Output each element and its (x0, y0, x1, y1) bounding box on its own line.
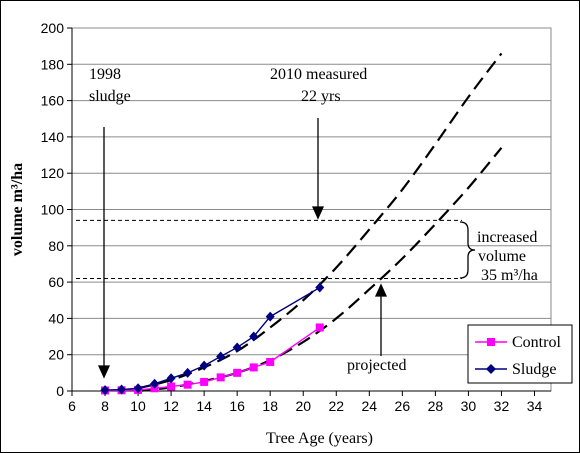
x-tick-label: 32 (494, 398, 510, 414)
data-series (100, 282, 325, 396)
legend-marker-square (487, 338, 495, 346)
legend-label-sludge: Sludge (512, 361, 556, 378)
annotation-sludge-1998: 1998 sludge (89, 66, 131, 105)
legend-box (467, 324, 573, 384)
y-tick-label: 200 (41, 20, 65, 36)
data-point-diamond (249, 331, 259, 342)
annotation-measured-label: 2010 measured (270, 66, 367, 83)
annotation-increased-volume: increased volume 35 m³/ha (477, 229, 538, 284)
data-point-diamond (166, 373, 176, 384)
x-tick-label: 12 (163, 398, 179, 414)
legend-marker-diamond (486, 364, 496, 374)
annotation-measured-2010: 2010 measured 22 yrs (270, 66, 367, 105)
x-tick-label: 26 (395, 398, 411, 414)
x-tick-label: 22 (328, 398, 344, 414)
annotation-sludge-year: 1998 (89, 66, 121, 83)
x-tick-label: 24 (362, 398, 378, 414)
annotation-increased-line3: 35 m³/ha (481, 267, 538, 284)
arrow-projected-head (374, 283, 388, 297)
x-tick-label: 14 (196, 398, 212, 414)
y-tick-label: 40 (48, 310, 64, 326)
x-tick-label: 28 (428, 398, 444, 414)
y-tick-label: 0 (56, 383, 64, 399)
annotation-arrows (97, 118, 388, 379)
y-tick-label: 140 (41, 129, 65, 145)
data-point-diamond (133, 383, 143, 394)
data-point-square (183, 380, 192, 389)
series-sludge (100, 282, 325, 396)
data-point-square (249, 363, 258, 372)
legend-item-control: Control (475, 334, 561, 351)
brace-increased-volume (459, 221, 476, 279)
annotation-increased-line2: volume (478, 248, 526, 265)
legend-label-control: Control (512, 334, 561, 351)
arrow-measured-head (311, 206, 325, 220)
legend: Control Sludge (467, 324, 573, 384)
data-point-square (200, 377, 209, 386)
y-tick-label: 100 (41, 202, 65, 218)
x-tick-label: 34 (527, 398, 543, 414)
x-tick-label: 8 (101, 398, 109, 414)
data-point-diamond (199, 360, 209, 371)
data-point-diamond (183, 367, 193, 378)
data-point-square (266, 357, 275, 366)
y-tick-label: 60 (48, 274, 64, 290)
x-axis-label: Tree Age (years) (266, 430, 373, 447)
y-tick-label: 120 (41, 165, 65, 181)
x-tick-label: 20 (295, 398, 311, 414)
y-tick-label: 20 (48, 347, 64, 363)
data-point-square (216, 373, 225, 382)
x-tick-label: 18 (262, 398, 278, 414)
data-point-diamond (150, 378, 160, 389)
data-point-diamond (232, 342, 242, 353)
x-tick-label: 6 (68, 398, 76, 414)
data-point-square (233, 368, 242, 377)
data-point-diamond (216, 351, 226, 362)
data-point-diamond (117, 384, 127, 395)
annotation-increased-line1: increased (477, 229, 537, 246)
data-point-square (167, 382, 176, 391)
arrow-sludge-head (97, 365, 111, 379)
annotation-projected: projected (347, 357, 407, 374)
annotation-measured-age: 22 yrs (301, 88, 341, 105)
y-axis-label: volume m³/ha (9, 163, 26, 256)
y-tick-label: 160 (41, 93, 65, 109)
data-point-square (315, 323, 324, 332)
y-tick-label: 180 (41, 56, 65, 72)
data-point-diamond (265, 311, 275, 322)
reference-lines (76, 219, 462, 279)
x-tick-label: 10 (130, 398, 146, 414)
x-tick-label: 16 (229, 398, 245, 414)
data-point-diamond (100, 385, 110, 396)
legend-item-sludge: Sludge (475, 361, 556, 378)
data-point-diamond (315, 282, 325, 293)
y-tick-label: 80 (48, 238, 64, 254)
x-tick-label: 30 (461, 398, 477, 414)
annotation-sludge-label: sludge (89, 88, 131, 105)
